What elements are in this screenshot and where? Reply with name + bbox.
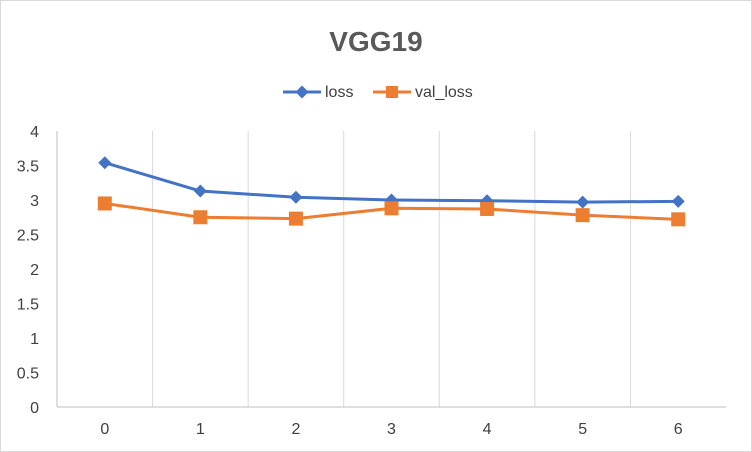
y-tick-label: 0 — [30, 400, 39, 417]
legend-marker-val-loss — [386, 86, 398, 98]
axes — [56, 131, 726, 408]
y-tick-label: 3 — [30, 193, 39, 210]
legend-label-val-loss: val_loss — [415, 84, 473, 101]
gridlines — [152, 131, 631, 407]
data-point-loss — [576, 195, 590, 209]
legend-label-loss: loss — [325, 84, 353, 101]
chart-title: VGG19 — [329, 26, 422, 57]
y-tick-label: 1 — [30, 331, 39, 348]
legend: loss val_loss — [283, 84, 473, 101]
y-tick-label: 3.5 — [17, 159, 39, 176]
y-tick-label: 4 — [30, 124, 39, 141]
legend-item-val-loss: val_loss — [373, 84, 473, 101]
y-axis-tick-labels: 0 0.5 1 1.5 2 2.5 3 3.5 4 — [17, 124, 39, 417]
data-point-loss — [671, 194, 685, 208]
y-tick-label: 0.5 — [17, 366, 39, 383]
legend-item-loss: loss — [283, 84, 353, 101]
data-point-val-loss — [97, 196, 112, 211]
legend-marker-loss — [295, 85, 309, 99]
data-point-val-loss — [575, 208, 590, 223]
x-tick-label: 3 — [387, 421, 396, 438]
series-layer — [97, 156, 686, 227]
data-point-loss — [289, 190, 303, 204]
x-tick-label: 1 — [196, 421, 205, 438]
x-tick-label: 2 — [291, 421, 300, 438]
x-tick-label: 5 — [578, 421, 587, 438]
data-point-loss — [193, 184, 207, 198]
data-point-val-loss — [288, 211, 303, 226]
y-tick-label: 2 — [30, 262, 39, 279]
x-axis-tick-labels: 0 1 2 3 4 5 6 — [100, 421, 682, 438]
x-tick-label: 0 — [100, 421, 109, 438]
data-point-loss — [98, 156, 112, 170]
x-tick-label: 4 — [483, 421, 492, 438]
x-tick-label: 6 — [674, 421, 683, 438]
y-tick-label: 1.5 — [17, 297, 39, 314]
y-tick-label: 2.5 — [17, 228, 39, 245]
data-point-val-loss — [193, 210, 208, 225]
data-point-val-loss — [384, 201, 399, 216]
data-point-val-loss — [480, 201, 495, 216]
data-point-val-loss — [671, 212, 686, 227]
